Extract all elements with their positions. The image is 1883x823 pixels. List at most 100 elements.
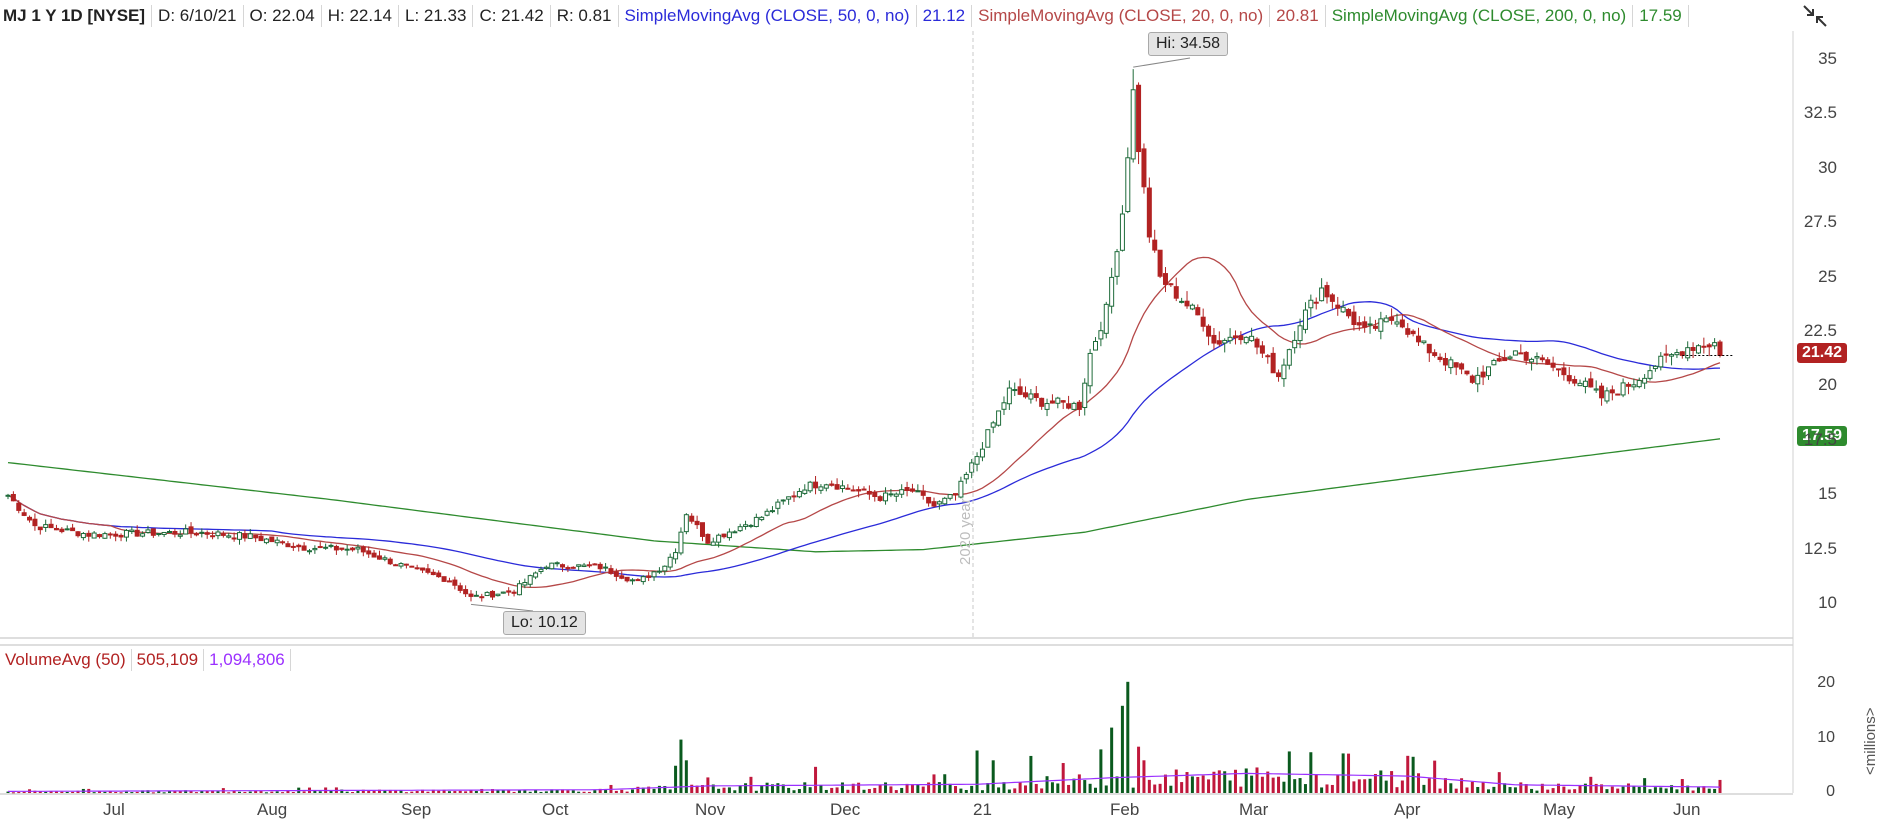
volume-bar [17, 792, 21, 794]
price-candle [845, 484, 851, 490]
price-candle [1012, 382, 1018, 396]
volume-bar [1002, 782, 1006, 793]
volume-bar [1524, 784, 1528, 793]
volume-bar [555, 789, 559, 793]
price-candle [1346, 308, 1352, 319]
low-callout-pointer [470, 603, 534, 612]
price-candle [1092, 337, 1098, 351]
volume-bar [1110, 727, 1114, 793]
price-candle [1286, 348, 1292, 370]
volume-bar [1379, 770, 1383, 793]
price-candle [188, 522, 194, 539]
symbol-label[interactable]: MJ 1 Y 1D [NYSE] [0, 5, 153, 27]
price-candle [48, 518, 54, 529]
volume-bar [1373, 773, 1377, 793]
sma20-legend[interactable]: SimpleMovingAvg (CLOSE, 20, 0, no) [972, 5, 1271, 27]
price-tick-label: 17.5 [1803, 429, 1837, 449]
price-candle [1006, 380, 1012, 410]
volume-bar [1691, 790, 1695, 793]
price-candle [1421, 340, 1427, 345]
price-candle [856, 486, 862, 498]
volume-bar [130, 792, 134, 794]
price-candle [1491, 358, 1497, 366]
price-candle [1146, 177, 1152, 243]
price-candle [1227, 328, 1233, 344]
volume-bar [824, 789, 828, 793]
volume-bar [711, 784, 715, 793]
volume-bar [679, 739, 683, 793]
price-candle [1136, 82, 1142, 165]
volume-bar [1244, 768, 1248, 793]
price-candle [1039, 397, 1045, 410]
price-candle [1125, 147, 1131, 214]
price-candle [420, 567, 426, 574]
volume-bar [388, 789, 392, 793]
price-candle [231, 532, 237, 542]
volume-bar [1653, 787, 1657, 793]
sma200-value: 17.59 [1633, 5, 1689, 27]
price-candle [484, 591, 490, 597]
sma50-legend[interactable]: SimpleMovingAvg (CLOSE, 50, 0, no) [619, 5, 917, 27]
price-candle [726, 528, 732, 541]
volume-bar [652, 788, 656, 793]
price-candle [236, 531, 242, 545]
volume-bar [108, 791, 112, 793]
volume-bar [787, 787, 791, 793]
price-candle [1480, 365, 1486, 386]
volume-bar [1120, 705, 1124, 793]
volume-bar [889, 786, 893, 793]
volume-bar [1196, 776, 1200, 793]
volume-bar [281, 792, 285, 794]
date-tick-label: May [1543, 800, 1576, 819]
price-candle [43, 519, 49, 532]
volume-bar [1707, 788, 1711, 793]
volume-bar [1190, 776, 1194, 793]
volume-bar [1137, 746, 1141, 793]
price-candle [953, 493, 959, 501]
volume-bar [1487, 789, 1491, 793]
price-candle [1701, 337, 1707, 354]
volume-bar [270, 791, 274, 793]
volume-bar [1336, 775, 1340, 793]
volume-bar [173, 790, 177, 793]
price-candle [721, 533, 727, 539]
price-candle [1669, 353, 1675, 366]
volume-bar [1287, 751, 1291, 793]
price-candle [979, 442, 985, 462]
volume-bar [566, 790, 570, 793]
price-candle [1507, 355, 1513, 360]
volume-bar [663, 786, 667, 793]
volume-bar [329, 790, 333, 793]
sma200-tag: 17.59 [1797, 426, 1848, 446]
volume-header: VolumeAvg (50) 505,109 1,094,806 [0, 647, 291, 673]
volume-bar [1320, 787, 1324, 793]
volume-avg-line [8, 772, 1721, 792]
sma50-line [7, 301, 1721, 578]
price-candle [802, 484, 808, 495]
volume-bar [512, 791, 516, 793]
volume-avg-legend[interactable]: VolumeAvg (50) [0, 649, 132, 671]
volume-bar [114, 792, 118, 794]
sma200-legend[interactable]: SimpleMovingAvg (CLOSE, 200, 0, no) [1326, 5, 1634, 27]
collapse-icon[interactable] [1800, 2, 1830, 30]
last-price-tag: 21.42 [1797, 343, 1848, 363]
volume-bar [22, 791, 26, 793]
volume-bar [636, 786, 640, 793]
volume-bar [345, 791, 349, 793]
price-candle [350, 546, 356, 552]
price-candle [1130, 69, 1136, 163]
price-candle [1259, 341, 1265, 358]
low-readout: L: 21.33 [399, 5, 474, 27]
volume-bar [216, 791, 220, 793]
range-readout: R: 0.81 [551, 5, 619, 27]
volume-bar [582, 791, 586, 793]
sma20-line [7, 256, 1721, 589]
price-candle [689, 513, 695, 524]
price-candle [296, 543, 302, 552]
price-candle [985, 429, 991, 448]
price-candle [1001, 396, 1007, 416]
price-candle [1663, 344, 1669, 363]
volume-bar [797, 789, 801, 793]
price-candle [969, 459, 975, 479]
volume-bar [528, 791, 532, 793]
